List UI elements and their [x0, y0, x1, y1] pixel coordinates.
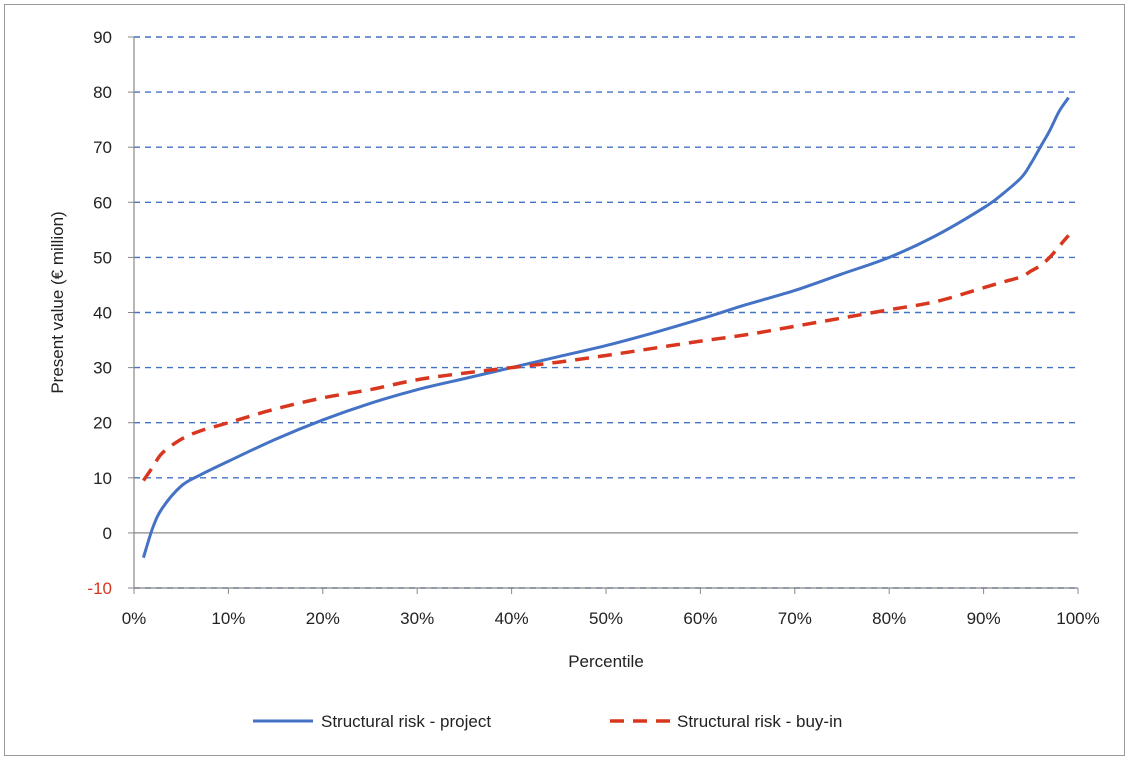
gridlines: [134, 36, 1078, 589]
x-tick-label: 50%: [589, 609, 623, 628]
y-tick-label: 10: [93, 469, 112, 488]
y-tick-labels: 90 80 70 60 50 40 30 20 10 0 -10: [87, 28, 112, 598]
x-tick-label: 10%: [211, 609, 245, 628]
legend-label-buy-in: Structural risk - buy-in: [677, 712, 842, 731]
x-tick-label: 20%: [306, 609, 340, 628]
x-tick-label: 70%: [778, 609, 812, 628]
legend-label-project: Structural risk - project: [321, 712, 491, 731]
x-tick-label: 0%: [122, 609, 147, 628]
line-chart: 90 80 70 60 50 40 30 20 10 0 -10 0% 10% 20% 30% 40% 50%…: [48, 28, 1100, 731]
y-tick-label: 20: [93, 414, 112, 433]
y-tick-label: -10: [87, 579, 112, 598]
series-line-project: [142, 96, 1070, 559]
y-tick-label: 50: [93, 248, 112, 267]
x-axis-title: Percentile: [568, 652, 644, 671]
legend: Structural risk - project Structural ris…: [253, 712, 842, 731]
x-tick-label: 40%: [495, 609, 529, 628]
x-tick-label: 80%: [872, 609, 906, 628]
x-tick-labels: 0% 10% 20% 30% 40% 50% 60% 70% 80% 90% 100%: [122, 609, 1100, 628]
x-tick-label: 60%: [683, 609, 717, 628]
y-tick-label: 0: [103, 524, 112, 543]
y-tick-label: 40: [93, 304, 112, 323]
y-tick-label: 60: [93, 193, 112, 212]
y-tick-label: 80: [93, 83, 112, 102]
x-tick-label: 30%: [400, 609, 434, 628]
x-tick-label: 100%: [1056, 609, 1099, 628]
series-line-buy-in: [141, 234, 1070, 482]
y-tick-label: 30: [93, 359, 112, 378]
y-tick-label: 70: [93, 138, 112, 157]
chart-frame: 90 80 70 60 50 40 30 20 10 0 -10 0% 10% 20% 30% 40% 50%…: [4, 4, 1125, 756]
y-tick-label: 90: [93, 28, 112, 47]
y-axis-title: Present value (€ million): [48, 211, 67, 393]
series-lines: [141, 96, 1070, 559]
axes: [128, 36, 1079, 594]
x-tick-label: 90%: [967, 609, 1001, 628]
